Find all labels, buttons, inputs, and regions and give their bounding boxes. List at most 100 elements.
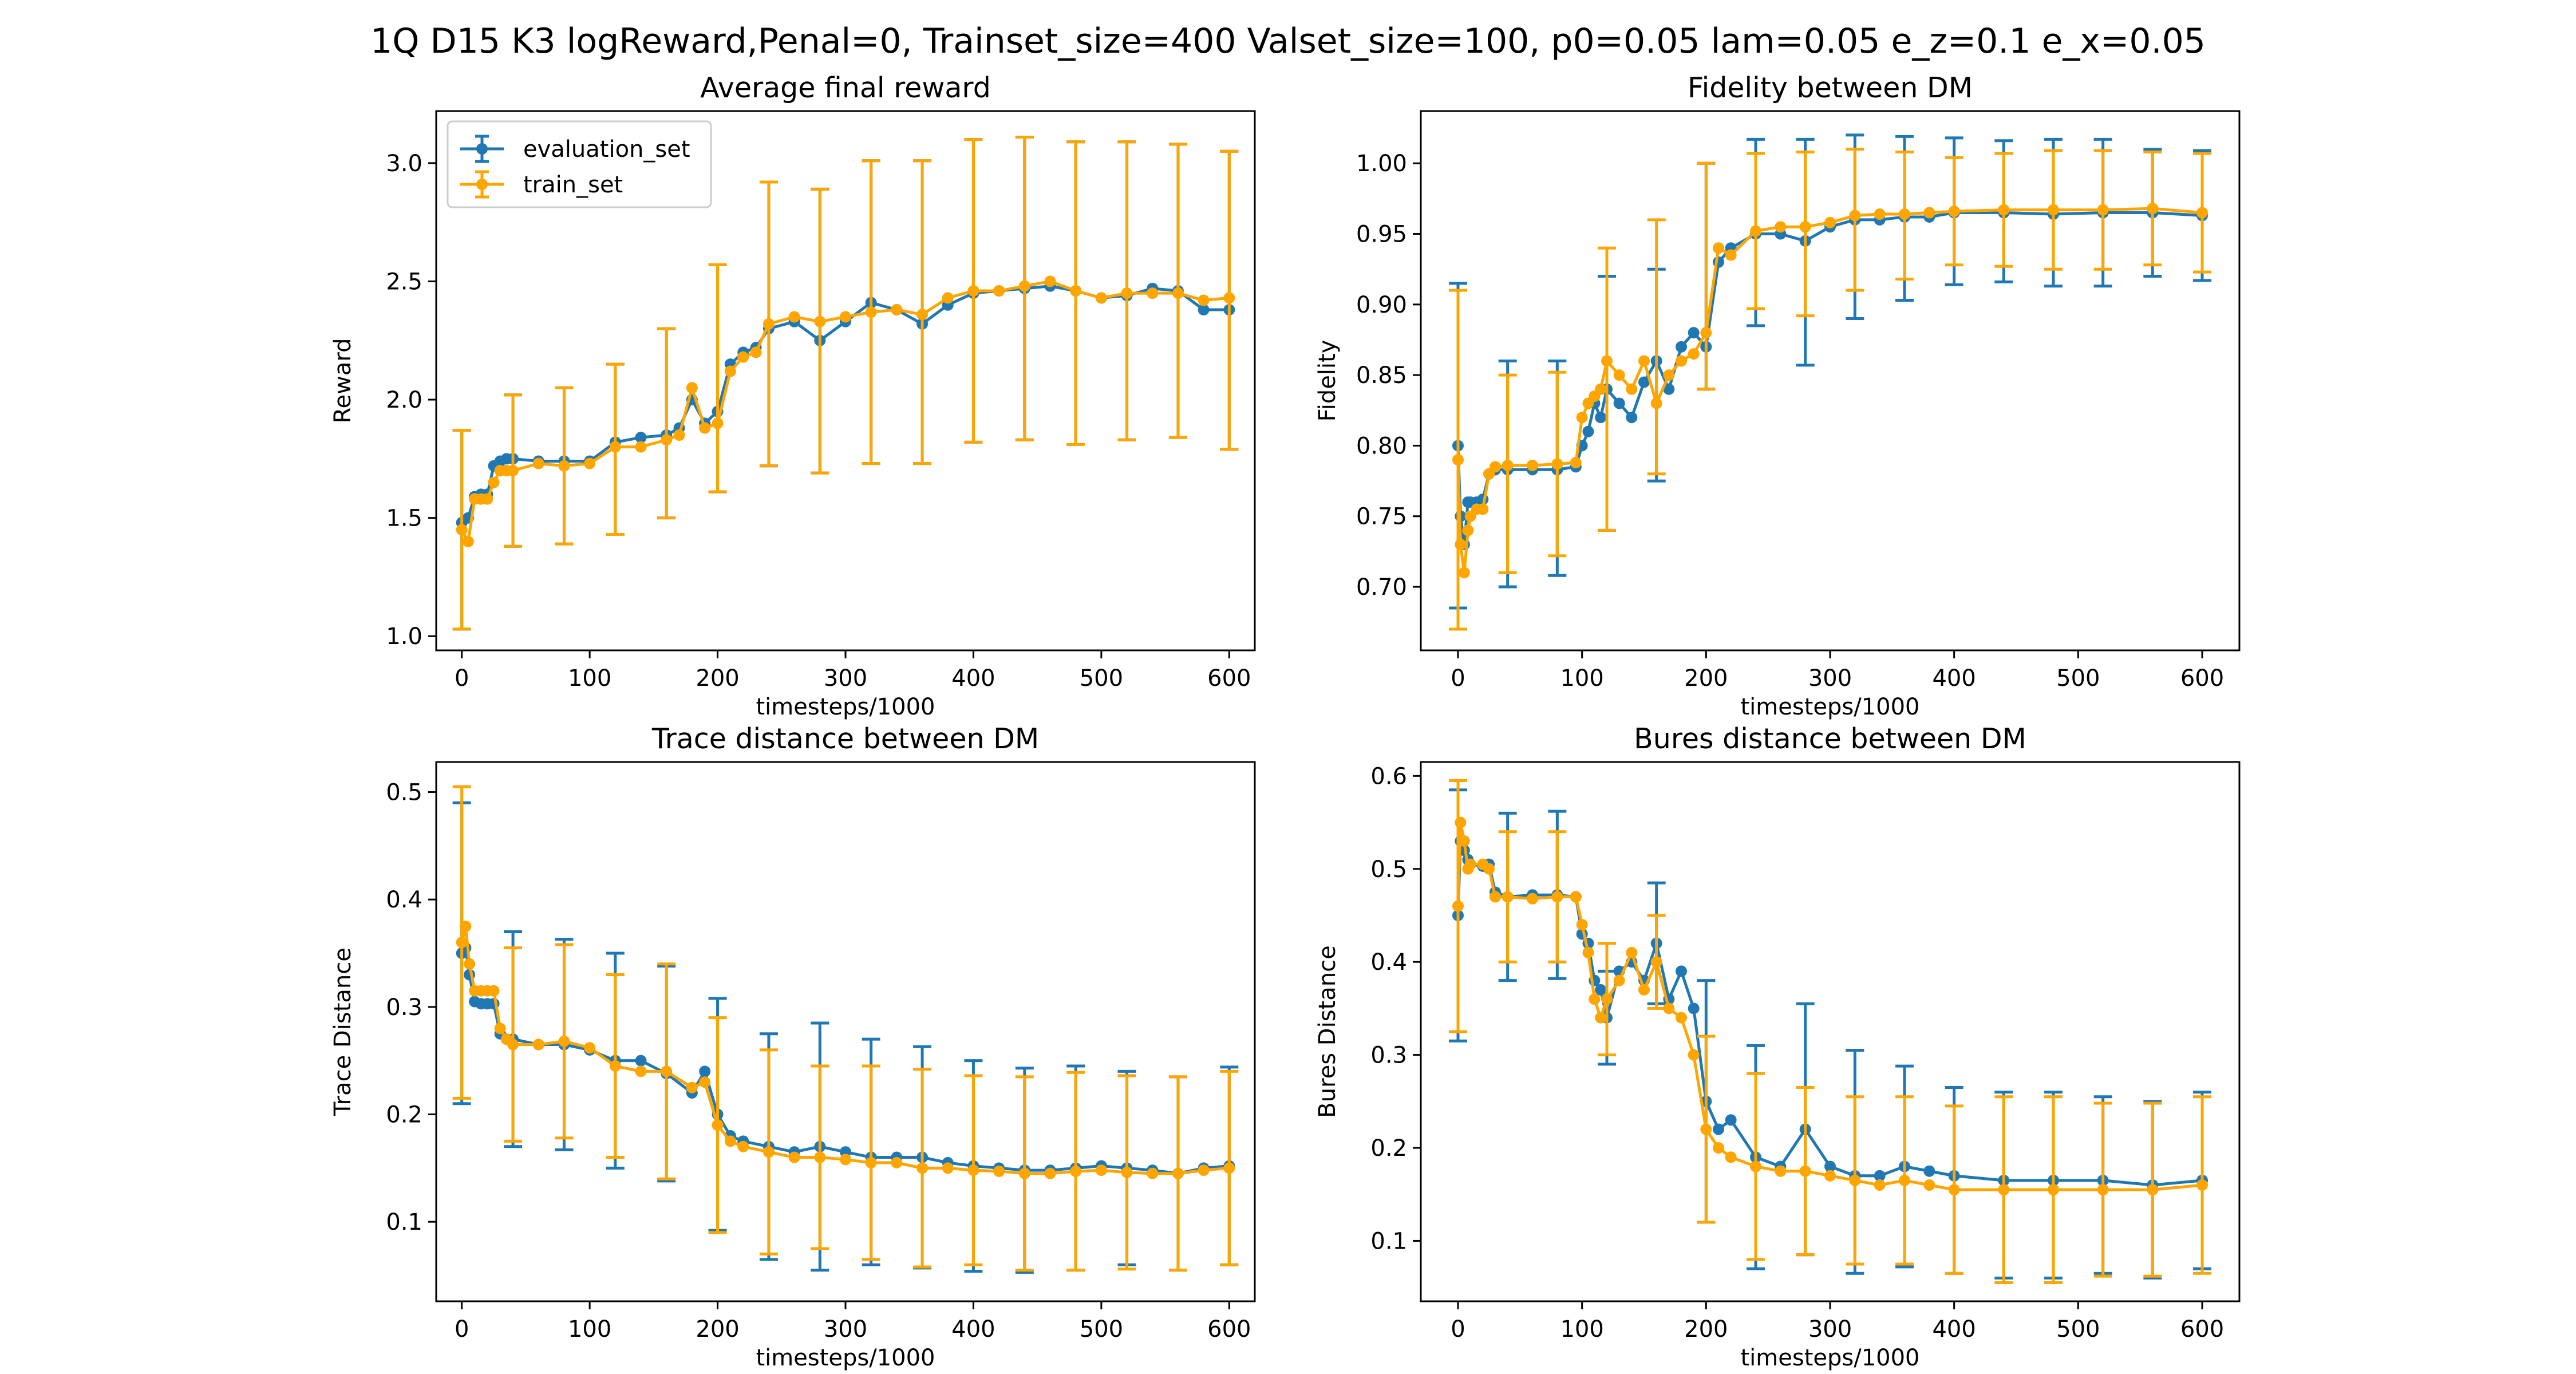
data-point xyxy=(1725,1114,1737,1126)
data-point xyxy=(488,476,500,488)
data-point xyxy=(1070,1165,1082,1177)
data-point xyxy=(993,1165,1005,1177)
legend-marker xyxy=(476,179,488,190)
data-point xyxy=(699,1065,711,1077)
data-point xyxy=(1595,984,1607,996)
data-point xyxy=(609,1060,621,1072)
x-tick-label: 600 xyxy=(2180,665,2224,692)
data-point xyxy=(1998,1184,2010,1196)
subplot-title: Bures distance between DM xyxy=(1634,722,2026,755)
y-tick-label: 0.80 xyxy=(1356,433,1407,459)
data-point xyxy=(1688,1049,1700,1061)
x-tick-label: 200 xyxy=(696,665,739,692)
data-point xyxy=(1121,1166,1133,1178)
data-point xyxy=(1172,287,1184,299)
data-point xyxy=(1824,1160,1836,1172)
data-point xyxy=(1452,454,1464,466)
data-point xyxy=(1464,858,1476,870)
data-point xyxy=(891,1156,903,1168)
data-point xyxy=(1923,1165,1935,1177)
data-point xyxy=(1613,369,1625,381)
y-tick-label: 0.95 xyxy=(1356,222,1407,248)
data-point xyxy=(1948,1184,1960,1196)
data-point xyxy=(1044,1167,1056,1179)
data-point xyxy=(1849,1174,1861,1186)
y-tick-label: 2.0 xyxy=(386,387,422,413)
x-tick-label: 0 xyxy=(455,1316,469,1343)
data-point xyxy=(712,1119,724,1131)
data-point xyxy=(1799,221,1811,233)
x-tick-label: 600 xyxy=(1207,1316,1251,1343)
data-point xyxy=(762,1146,775,1158)
data-point xyxy=(788,311,800,323)
data-point xyxy=(750,346,762,358)
data-point xyxy=(840,311,851,323)
x-tick-label: 300 xyxy=(824,1316,867,1343)
data-point xyxy=(1147,1167,1159,1179)
data-point xyxy=(1676,1012,1687,1024)
data-point xyxy=(464,958,476,970)
x-axis-label: timesteps/1000 xyxy=(1740,694,1919,720)
data-point xyxy=(1483,863,1495,875)
data-point xyxy=(993,285,1005,297)
data-point xyxy=(1663,383,1675,395)
data-point xyxy=(1650,397,1662,409)
x-tick-label: 500 xyxy=(1080,1316,1123,1343)
x-tick-label: 100 xyxy=(568,665,611,692)
data-point xyxy=(1576,919,1588,931)
data-point xyxy=(1713,242,1724,254)
series-train_set xyxy=(452,135,1239,631)
data-point xyxy=(673,429,685,441)
data-point xyxy=(724,365,736,377)
data-point xyxy=(494,1022,506,1035)
data-point xyxy=(1923,207,1935,219)
figure-suptitle: 1Q D15 K3 logReward,Penal=0, Trainset_si… xyxy=(370,21,2206,61)
data-point xyxy=(584,1042,596,1054)
data-point xyxy=(1775,1165,1787,1177)
data-point xyxy=(1948,206,1960,218)
data-point xyxy=(686,382,698,394)
legend-marker xyxy=(476,143,488,155)
x-tick-label: 300 xyxy=(1808,1316,1852,1343)
data-point xyxy=(865,306,877,318)
data-point xyxy=(1490,891,1501,903)
data-point xyxy=(1613,974,1625,986)
y-axis-label: Bures Distance xyxy=(1314,945,1341,1118)
data-point xyxy=(584,457,596,469)
data-point xyxy=(2048,204,2059,216)
x-tick-label: 100 xyxy=(1560,665,1603,692)
plot-data xyxy=(1449,779,2211,1285)
x-tick-label: 500 xyxy=(2056,1316,2100,1343)
y-tick-label: 0.2 xyxy=(386,1101,422,1128)
error-bar xyxy=(657,327,676,520)
data-point xyxy=(1650,956,1662,968)
error-bar xyxy=(811,187,829,475)
data-point xyxy=(661,1065,673,1077)
legend-box xyxy=(447,120,712,208)
data-point xyxy=(1595,1012,1607,1024)
data-point xyxy=(1551,458,1563,470)
data-point xyxy=(1582,946,1594,958)
data-point xyxy=(1688,1002,1700,1014)
data-point xyxy=(1725,249,1737,261)
subplot-title: Fidelity between DM xyxy=(1688,72,1973,104)
data-point xyxy=(686,1081,698,1093)
x-axis-label: timesteps/1000 xyxy=(1740,1345,1919,1371)
x-axis-label: timesteps/1000 xyxy=(756,694,935,720)
y-tick-label: 1.00 xyxy=(1356,151,1407,177)
subplot-title: Average final reward xyxy=(700,72,991,104)
y-tick-label: 0.4 xyxy=(1370,949,1407,976)
x-tick-label: 400 xyxy=(951,665,995,692)
data-point xyxy=(1527,893,1538,905)
y-tick-label: 0.6 xyxy=(1370,763,1407,789)
data-point xyxy=(699,1076,711,1088)
data-point xyxy=(1172,1167,1184,1179)
legend-item-evaluation_set: evaluation_set xyxy=(460,135,690,163)
x-tick-label: 300 xyxy=(824,665,867,692)
data-point xyxy=(661,434,673,446)
series-train_set xyxy=(1449,148,2211,631)
data-point xyxy=(1502,891,1514,903)
data-point xyxy=(1198,294,1210,306)
data-point xyxy=(1663,1002,1675,1014)
data-point xyxy=(1899,1174,1910,1186)
